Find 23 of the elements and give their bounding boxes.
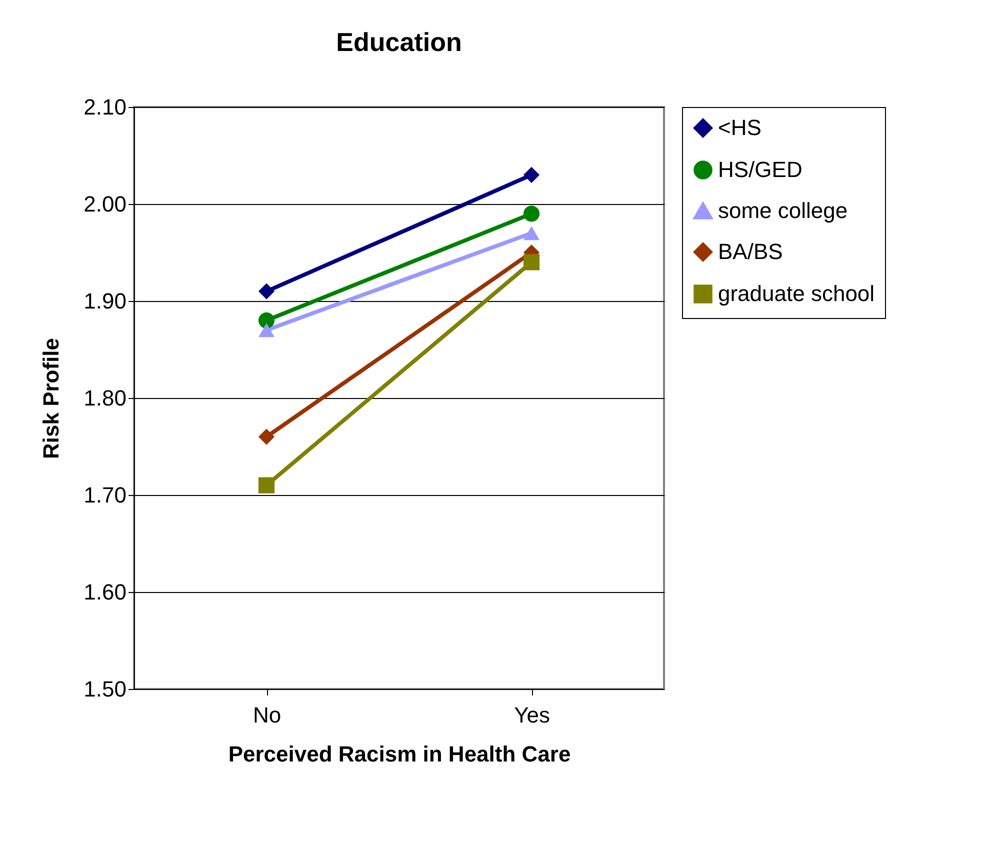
x-axis-title: Perceived Racism in Health Care <box>228 742 571 766</box>
y-tick-label: 1.60 <box>84 580 126 604</box>
point <box>523 254 540 270</box>
point <box>523 166 540 183</box>
y-tick-label: 1.50 <box>84 676 126 702</box>
y-tick-label: 2.10 <box>84 94 126 120</box>
chart-title: Education <box>336 27 462 57</box>
legend-label: <HS <box>718 115 762 140</box>
point <box>258 283 275 300</box>
y-tick-label: 1.70 <box>84 482 126 508</box>
point <box>258 477 275 494</box>
legend-label: graduate school <box>718 281 875 306</box>
x-tick-label: No <box>252 702 282 728</box>
y-tick-label: 1.90 <box>84 288 126 314</box>
y-axis-title: Risk Profile <box>38 338 64 460</box>
x-tick-label: Yes <box>514 702 550 728</box>
point <box>258 428 275 445</box>
legend-label: some college <box>718 198 848 223</box>
legend-label: HS/GED <box>718 157 802 182</box>
point <box>523 206 540 222</box>
y-tick-label: 2.00 <box>84 192 126 216</box>
y-tick-label: 1.80 <box>84 386 126 410</box>
legend-label: BA/BS <box>718 239 783 264</box>
